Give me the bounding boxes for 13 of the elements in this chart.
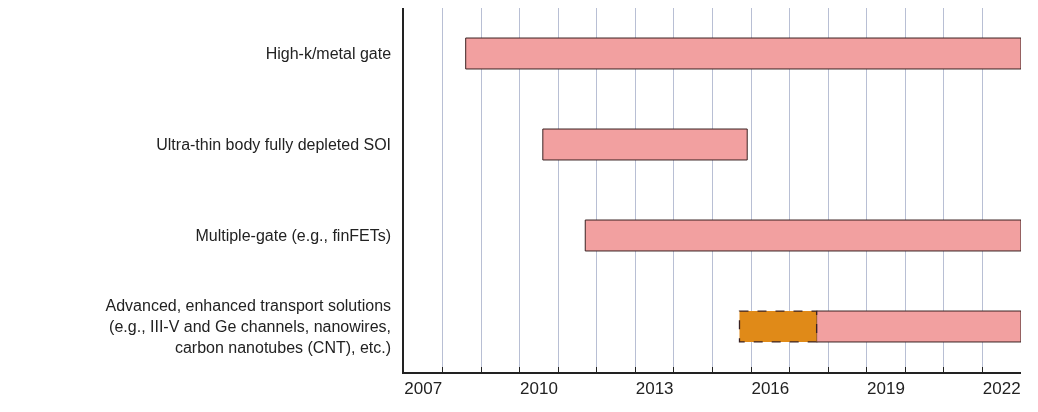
- x-tick-label: 2007: [404, 379, 443, 399]
- x-tick-label: 2013: [635, 379, 674, 399]
- x-tick-label: 2016: [751, 379, 790, 399]
- bar: [465, 37, 1021, 70]
- y-tick-label: Ultra-thin body fully depleted SOI: [156, 136, 392, 154]
- y-tick-label: Advanced, enhanced transport solutions (e.g., III-V and Ge channels, nanowires, carbon nanotubes (CNT), etc.): [105, 297, 392, 356]
- bar: [584, 219, 1021, 252]
- x-tick-label: 2019: [867, 379, 905, 399]
- x-tick-label: 2010: [520, 379, 558, 399]
- y-tick-label: Multiple-gate (e.g., finFETs): [195, 227, 392, 245]
- x-tick-label: 2022: [982, 379, 1021, 399]
- y-tick-label: High-k/metal gate: [265, 45, 392, 63]
- bar: [542, 128, 748, 161]
